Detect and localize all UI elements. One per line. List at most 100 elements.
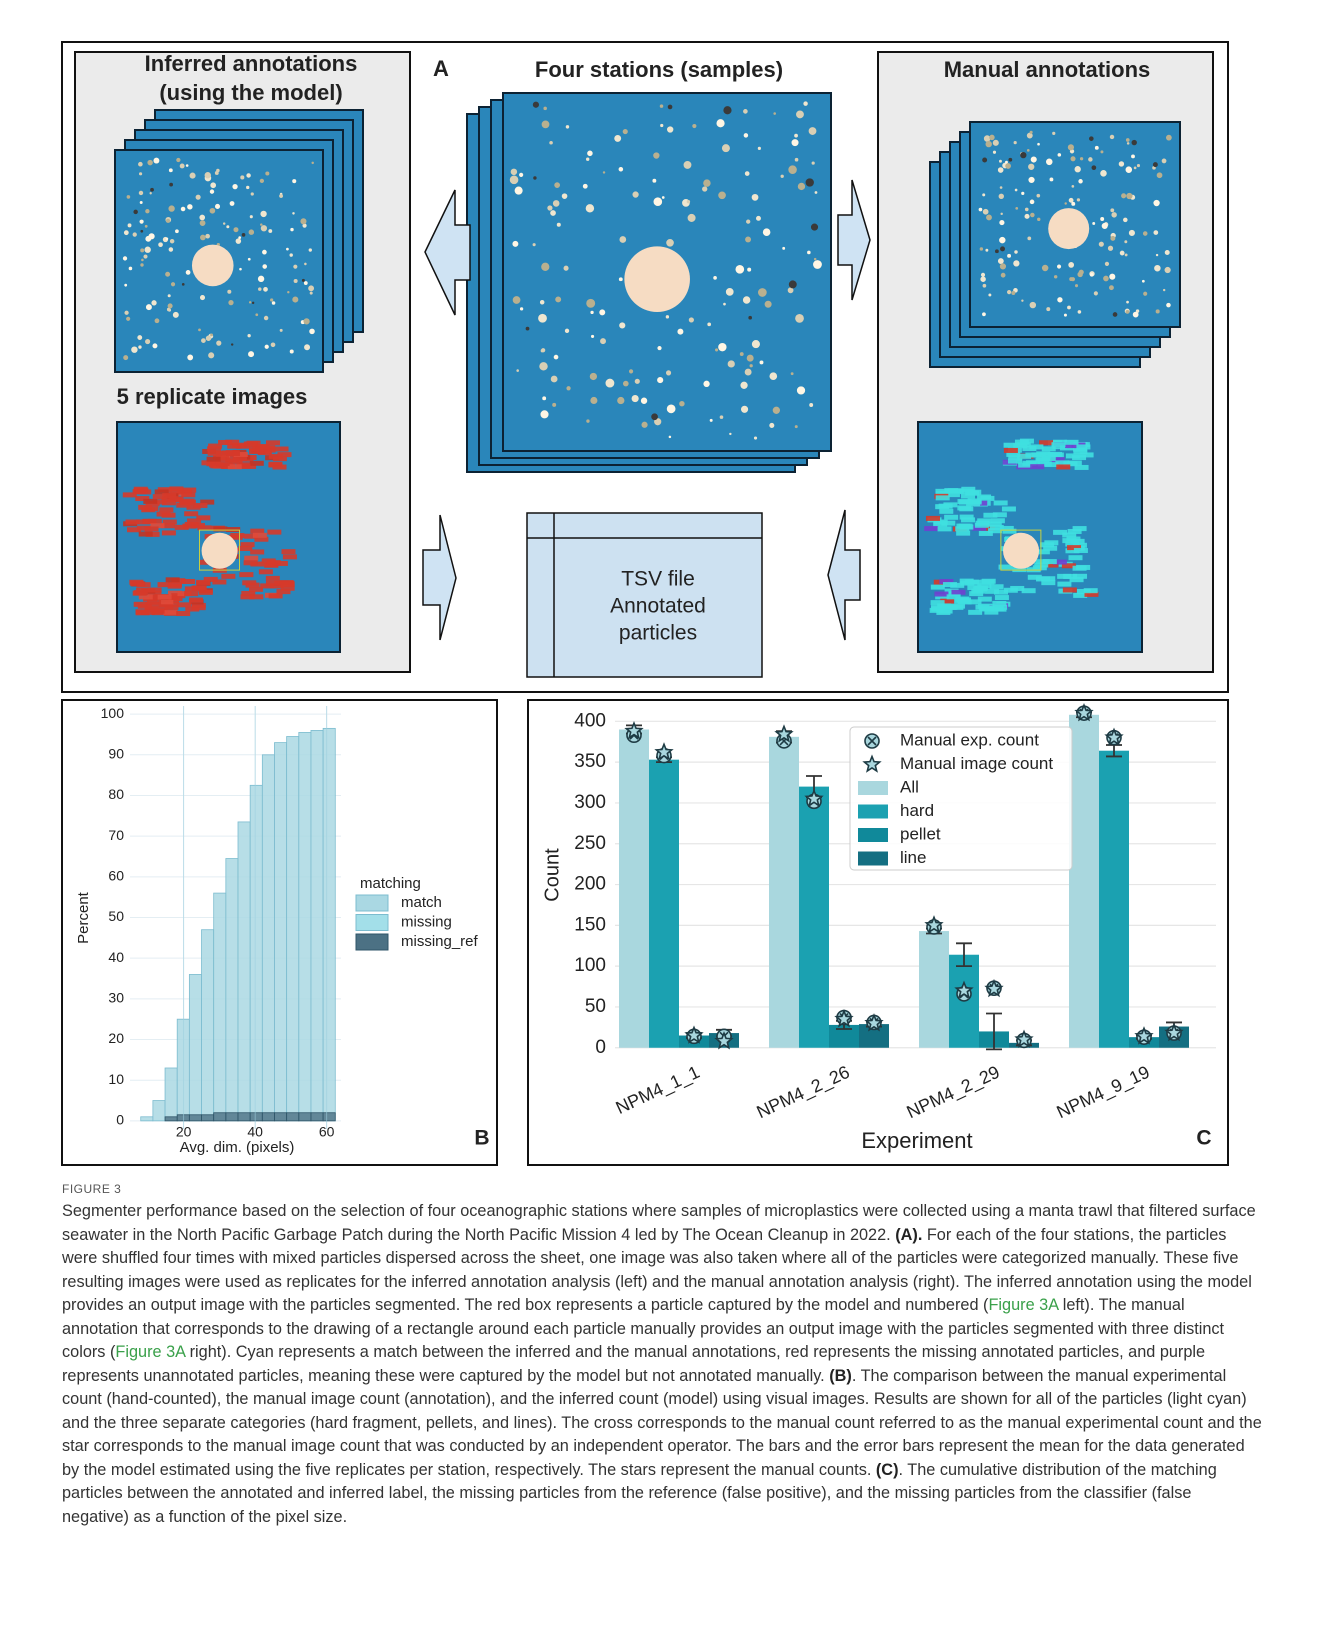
histogram-bar [214,893,226,1121]
figure-link[interactable]: Figure 3A [988,1296,1058,1314]
annotation-box [1053,530,1067,535]
annotation-box [939,504,953,509]
annotation-box [1002,529,1016,534]
left-title: (using the model) [159,80,342,105]
annotation-box [944,515,958,520]
annotation-box [267,530,281,535]
y-axis-label: Count [541,848,563,902]
annotation-box [181,579,195,584]
caption: FIGURE 3 Segmenter performance based on … [62,1182,1262,1529]
annotation-box [1075,465,1089,470]
annotation-box [250,549,264,554]
annotation-box [139,532,153,537]
histogram-bar [311,1113,323,1121]
annotation-box [166,577,180,582]
annotation-box [938,526,952,531]
annotation-box [138,505,152,510]
annotation-box [1064,440,1078,445]
logo [1003,533,1039,569]
annotation-box [273,465,287,470]
annotation-box [275,447,289,452]
legend-title: matching [360,875,421,892]
histogram-bar [299,1113,311,1121]
annotation-box [1008,459,1022,464]
caption-text: Segmenter performance based on the selec… [62,1200,1262,1529]
bar [1069,715,1099,1048]
annotation-box [262,558,276,563]
annotation-box [990,584,1004,589]
figure-link[interactable]: Figure 3A [115,1343,185,1361]
y-axis-label: Percent [75,891,92,944]
annotation-box [965,491,979,496]
annotation-box [936,495,950,500]
y-tick-label: 300 [574,792,606,813]
annotation-box [136,588,150,593]
annotation-box [975,523,989,528]
annotation-box [142,519,156,524]
y-tick-label: 50 [108,908,124,924]
annotation-box [192,605,206,610]
annotation-box [961,517,975,522]
annotation-box [1084,588,1098,593]
annotation-box [127,527,141,532]
annotation-box [158,595,172,600]
annotation-box [1068,529,1082,534]
caption-run: (B) [829,1367,852,1385]
y-tick-label: 150 [574,914,606,935]
annotation-box [1017,454,1031,459]
legend-label: missing [401,913,452,930]
annotation-box [1042,446,1056,451]
bar [769,737,799,1048]
y-tick-label: 20 [108,1030,124,1046]
annotation-box [162,493,176,498]
annotation-box [951,590,965,595]
annotation-box [1076,565,1090,570]
histogram-bar [262,755,274,1121]
y-tick-label: 90 [108,746,124,762]
tsv-text: particles [619,622,697,645]
y-tick-label: 350 [574,751,606,772]
y-tick-label: 70 [108,827,124,843]
legend-swatch [858,805,888,819]
logo [192,245,234,287]
x-axis-label: Experiment [861,1128,972,1153]
annotation-box [943,582,957,587]
legend-label: missing_ref [401,933,479,950]
annotation-box [238,546,252,551]
annotation-box [162,530,176,535]
annotation-box [163,610,177,615]
annotation-box [123,492,137,497]
histogram-bar [226,1113,238,1121]
bar [919,931,949,1048]
annotation-box [137,489,151,494]
annotation-box [979,606,993,611]
legend-label: line [900,848,926,867]
panel-label: B [474,1127,489,1150]
histogram-bar [262,1113,274,1121]
annotation-box [143,499,157,504]
annotation-box [1068,555,1082,560]
legend-label: pellet [900,824,941,843]
y-tick-label: 0 [595,1037,606,1058]
annotation-box [991,518,1005,523]
annotation-box [977,494,991,499]
legend-label: match [401,894,442,911]
annotation-box [967,580,981,585]
histogram-bar [153,1101,165,1121]
annotation-box [137,582,151,587]
histogram-bar [141,1117,153,1121]
annotation-box [207,457,221,462]
annotation-box [931,585,945,590]
annotation-box [253,533,267,538]
histogram-bar [250,1113,262,1121]
annotation-box [250,461,264,466]
legend-label: All [900,777,919,796]
annotation-box [145,527,159,532]
annotation-box [1063,587,1077,592]
annotation-box [941,521,955,526]
histogram-bar [189,974,201,1120]
annotation-box [939,509,953,514]
right-title: Manual annotations [944,57,1151,82]
y-tick-label: 40 [108,949,124,965]
annotation-box [978,597,992,602]
